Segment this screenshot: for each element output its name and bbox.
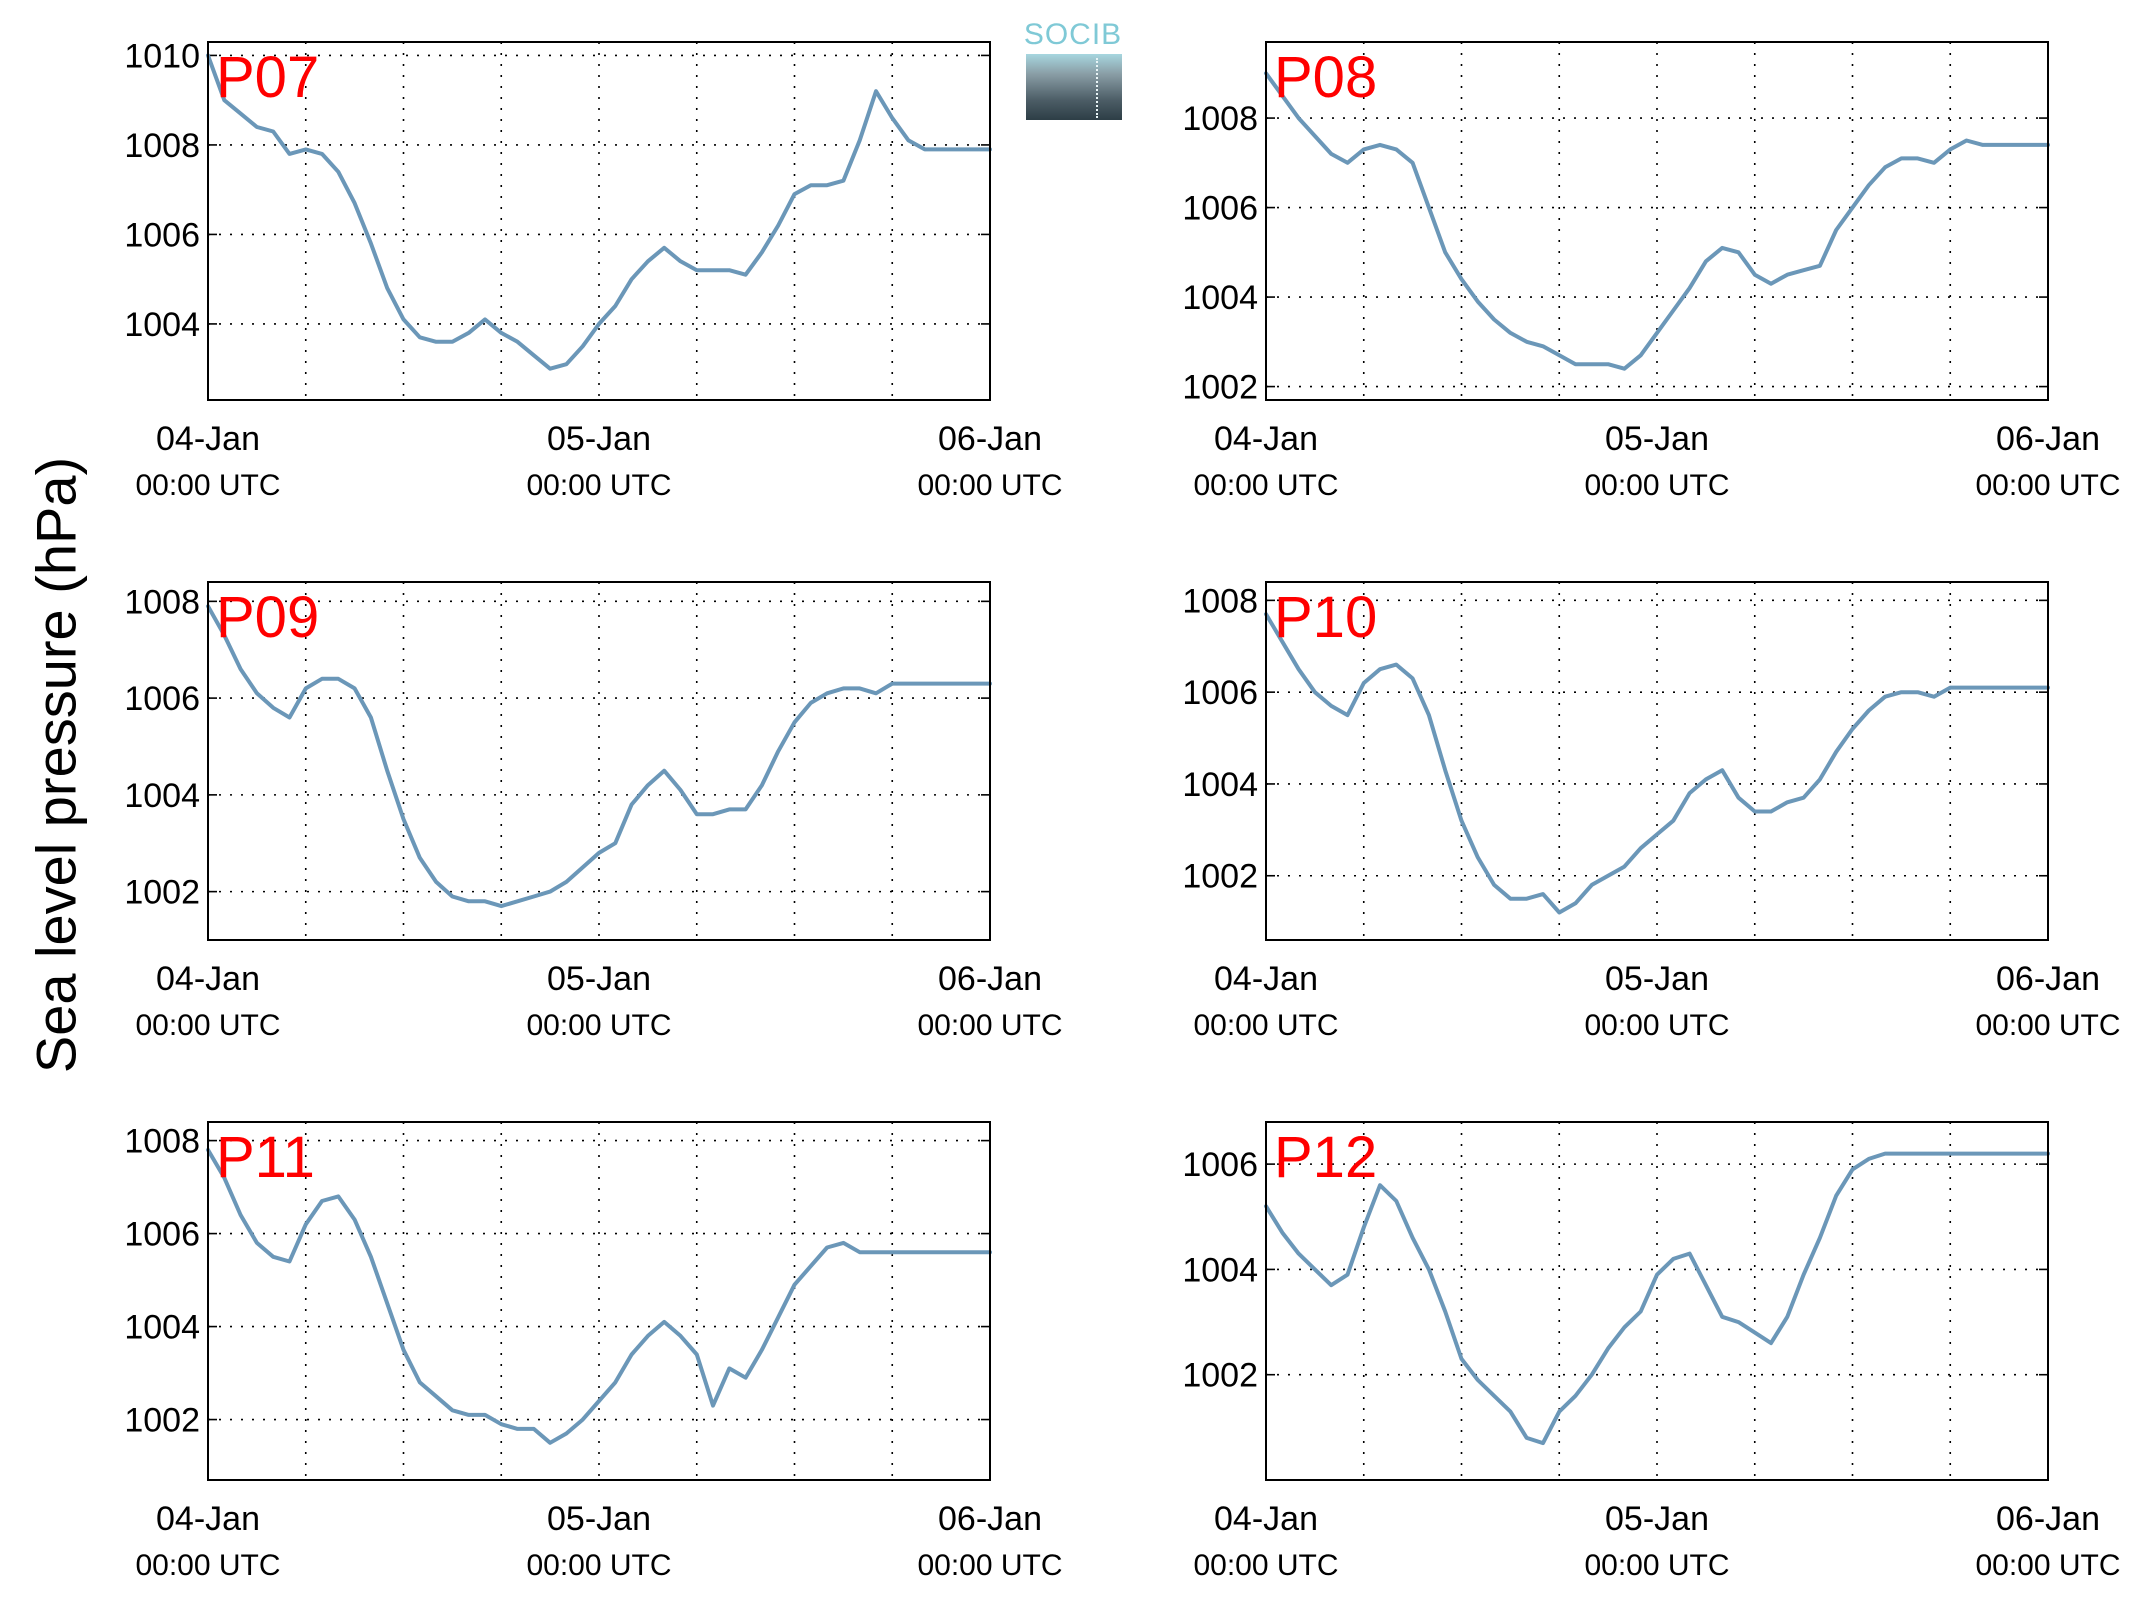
x-tick-date: 04-Jan bbox=[1214, 420, 1318, 458]
y-tick-label: 1004 bbox=[124, 306, 200, 344]
x-tick-date: 05-Jan bbox=[1605, 420, 1709, 458]
panel-label: P10 bbox=[1274, 585, 1377, 650]
chart-panel: 1004 1006 1008 1010 04-Jan 00:00 UTC 05-Jan 00:… bbox=[124, 37, 1062, 502]
x-tick-date: 04-Jan bbox=[156, 420, 260, 458]
plot-frame bbox=[1265, 1121, 2049, 1481]
x-tick-time: 00:00 UTC bbox=[526, 469, 671, 502]
y-tick-label: 1002 bbox=[124, 874, 200, 912]
x-tick-date: 06-Jan bbox=[1996, 960, 2100, 998]
pressure-series-line bbox=[1264, 1151, 2050, 1446]
y-tick-label: 1008 bbox=[1182, 582, 1258, 620]
plot-frame bbox=[207, 41, 991, 401]
pressure-series-line bbox=[206, 604, 992, 909]
x-tick-date: 05-Jan bbox=[547, 1500, 651, 1538]
x-tick-time: 00:00 UTC bbox=[1193, 1009, 1338, 1042]
x-tick-date: 06-Jan bbox=[938, 960, 1042, 998]
pressure-series-line bbox=[206, 1147, 992, 1445]
x-tick-time: 00:00 UTC bbox=[1193, 469, 1338, 502]
y-tick-label: 1010 bbox=[124, 37, 200, 75]
x-tick-time: 00:00 UTC bbox=[135, 1549, 280, 1582]
y-tick-label: 1006 bbox=[1182, 190, 1258, 228]
x-tick-date: 04-Jan bbox=[1214, 960, 1318, 998]
x-tick-time: 00:00 UTC bbox=[135, 1009, 280, 1042]
x-tick-time: 00:00 UTC bbox=[526, 1009, 671, 1042]
x-tick-date: 05-Jan bbox=[1605, 960, 1709, 998]
x-tick-time: 00:00 UTC bbox=[1584, 1009, 1729, 1042]
y-tick-label: 1002 bbox=[1182, 369, 1258, 407]
y-tick-label: 1004 bbox=[1182, 279, 1258, 317]
panel-label: P07 bbox=[216, 45, 319, 110]
logo-mast-icon bbox=[1096, 58, 1100, 118]
y-tick-label: 1002 bbox=[1182, 1357, 1258, 1395]
y-tick-label: 1002 bbox=[1182, 858, 1258, 896]
panel-label: P11 bbox=[216, 1125, 315, 1190]
chart-panel: 1002 1004 1006 04-Jan 00:00 UTC 05-Jan 00:00 U… bbox=[1182, 1121, 2121, 1582]
x-tick-time: 00:00 UTC bbox=[1975, 469, 2120, 502]
chart-panel: 1002 1004 1006 1008 04-Jan 00:00 UTC 05-Jan 00:… bbox=[124, 581, 1063, 1042]
x-tick-time: 00:00 UTC bbox=[1975, 1009, 2120, 1042]
y-tick-label: 1006 bbox=[124, 680, 200, 718]
y-tick-label: 1008 bbox=[1182, 100, 1258, 138]
plot-frame bbox=[207, 1121, 991, 1481]
x-tick-date: 05-Jan bbox=[1605, 1500, 1709, 1538]
x-tick-time: 00:00 UTC bbox=[1584, 1549, 1729, 1582]
panel-label: P08 bbox=[1274, 45, 1377, 110]
x-tick-time: 00:00 UTC bbox=[917, 1549, 1062, 1582]
x-tick-date: 06-Jan bbox=[938, 420, 1042, 458]
pressure-series-line bbox=[1264, 612, 2050, 915]
panel-label: P12 bbox=[1274, 1125, 1377, 1190]
y-tick-label: 1002 bbox=[124, 1402, 200, 1440]
x-tick-time: 00:00 UTC bbox=[1975, 1549, 2120, 1582]
x-tick-time: 00:00 UTC bbox=[526, 1549, 671, 1582]
pressure-series-line bbox=[206, 53, 992, 371]
x-tick-date: 05-Jan bbox=[547, 960, 651, 998]
x-tick-date: 06-Jan bbox=[1996, 420, 2100, 458]
chart-panel: 1002 1004 1006 1008 04-Jan 00:00 UTC 05-Jan 00:… bbox=[124, 1121, 1063, 1582]
socib-logo: SOCIB bbox=[1022, 18, 1124, 122]
x-tick-date: 04-Jan bbox=[156, 1500, 260, 1538]
logo-text: SOCIB bbox=[1023, 18, 1123, 51]
plot-frame bbox=[1265, 581, 2049, 941]
pressure-series-line bbox=[1264, 71, 2050, 371]
x-tick-time: 00:00 UTC bbox=[917, 469, 1062, 502]
logo-graphic bbox=[1026, 54, 1122, 120]
y-tick-label: 1008 bbox=[124, 127, 200, 165]
x-tick-date: 04-Jan bbox=[1214, 1500, 1318, 1538]
y-tick-label: 1004 bbox=[124, 1309, 200, 1347]
chart-panel: 1002 1004 1006 1008 04-Jan 00:00 UTC 05-Jan 00:… bbox=[1182, 581, 2121, 1042]
x-tick-time: 00:00 UTC bbox=[135, 469, 280, 502]
panel-label: P09 bbox=[216, 585, 319, 650]
plot-frame bbox=[1265, 41, 2049, 401]
y-tick-label: 1004 bbox=[1182, 1251, 1258, 1289]
x-tick-date: 06-Jan bbox=[938, 1500, 1042, 1538]
chart-panel: 1002 1004 1006 1008 04-Jan 00:00 UTC 05-Jan 00:… bbox=[1182, 41, 2121, 502]
y-tick-label: 1008 bbox=[124, 583, 200, 621]
y-tick-label: 1004 bbox=[124, 777, 200, 815]
y-tick-label: 1006 bbox=[124, 216, 200, 254]
x-tick-date: 04-Jan bbox=[156, 960, 260, 998]
x-tick-date: 06-Jan bbox=[1996, 1500, 2100, 1538]
x-tick-time: 00:00 UTC bbox=[1193, 1549, 1338, 1582]
y-tick-label: 1004 bbox=[1182, 766, 1258, 804]
x-tick-time: 00:00 UTC bbox=[1584, 469, 1729, 502]
x-tick-date: 05-Jan bbox=[547, 420, 651, 458]
x-tick-time: 00:00 UTC bbox=[917, 1009, 1062, 1042]
y-tick-label: 1006 bbox=[1182, 674, 1258, 712]
y-tick-label: 1006 bbox=[124, 1216, 200, 1254]
y-tick-label: 1008 bbox=[124, 1123, 200, 1161]
plot-frame bbox=[207, 581, 991, 941]
y-tick-label: 1006 bbox=[1182, 1146, 1258, 1184]
